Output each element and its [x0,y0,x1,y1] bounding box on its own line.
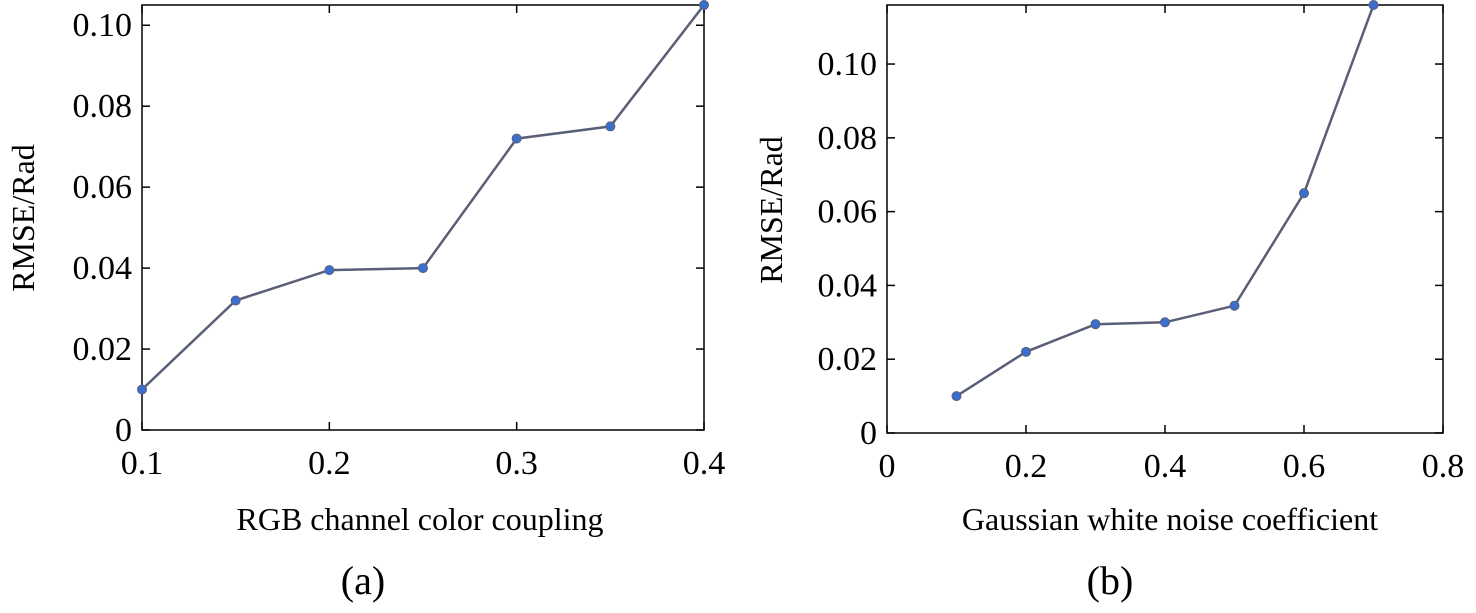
y-tick-label-b: 0.04 [818,267,878,304]
caption-a: (a) [341,558,385,603]
y-axis-title-b: RMSE/Rad [753,136,789,284]
plot-area-b [886,4,1444,434]
caption-b: (b) [1087,558,1134,603]
y-tick-label-b: 0.06 [818,194,878,231]
x-tick-label-a: 0.3 [495,445,538,482]
x-axis-title-a: RGB channel color coupling [236,501,603,537]
y-tick-label-b: 0 [860,415,877,452]
y-tick-label-a: 0 [115,412,132,449]
plot-area-a [141,4,705,431]
y-tick-label-b: 0.10 [818,46,878,83]
y-axis-b: 0 0.02 0.04 0.06 0.08 0.10 [818,46,1443,452]
data-point-a [418,263,428,274]
x-tick-label-a: 0.2 [308,445,351,482]
series-b [951,0,1379,402]
x-tick-label-a: 0.1 [121,445,164,482]
y-tick-label-b: 0.02 [818,341,878,378]
data-point-b [951,391,962,402]
chart-panel-b: 0 0.02 0.04 0.06 0.08 0.10 0 0.2 0.4 0.6 0.8 RMSE… [753,0,1465,603]
data-point-b [1160,317,1170,328]
series-a [137,0,709,395]
y-tick-label-a: 0.10 [73,7,133,44]
x-axis-title-b: Gaussian white noise coefficient [962,501,1378,537]
data-point-b [1299,188,1309,199]
y-tick-label-a: 0.02 [73,331,133,368]
x-tick-label-b: 0.2 [1005,448,1048,485]
x-tick-label-b: 0.8 [1422,448,1465,485]
x-axis-b: 0 0.2 0.4 0.6 0.8 [879,5,1465,485]
data-point-a [699,0,709,10]
data-point-b [1021,346,1031,357]
y-tick-label-a: 0.08 [73,88,133,125]
data-point-a [230,295,241,306]
x-tick-label-a: 0.4 [683,445,726,482]
series-line-a [141,4,705,391]
y-axis-title-a: RMSE/Rad [5,144,41,292]
x-tick-label-b: 0 [879,448,896,485]
data-point-b [1368,0,1379,10]
data-point-a [511,133,522,144]
data-point-b [1090,319,1101,330]
data-point-a [137,384,147,395]
x-tick-label-b: 0.6 [1283,448,1326,485]
chart-panel-a: 0 0.02 0.04 0.06 0.08 0.10 0.1 0.2 0.3 0.4 RMSE/… [5,0,726,603]
x-tick-label-b: 0.4 [1144,448,1187,485]
series-line-b [955,4,1375,398]
y-axis-a: 0 0.02 0.04 0.06 0.08 0.10 [73,7,704,449]
data-point-b [1229,300,1240,311]
y-tick-label-a: 0.06 [73,169,133,206]
x-axis-a: 0.1 0.2 0.3 0.4 [121,5,726,482]
y-tick-label-b: 0.08 [818,120,878,157]
data-point-a [605,121,616,132]
y-tick-label-a: 0.04 [73,250,133,287]
data-point-a [324,265,335,276]
